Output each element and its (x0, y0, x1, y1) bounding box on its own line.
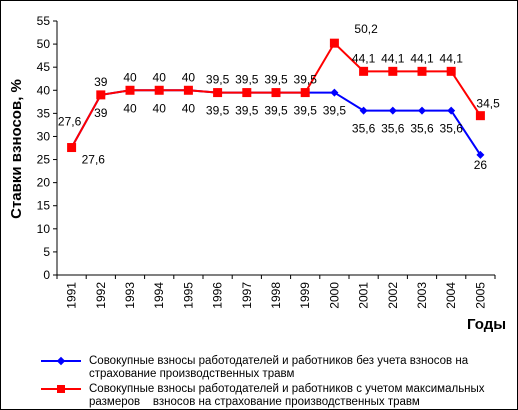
x-tick-label: 1998 (269, 282, 283, 309)
x-tick-label: 1999 (298, 282, 312, 309)
y-tick-label: 40 (37, 83, 51, 97)
data-label-series-1: 39,5 (264, 104, 288, 118)
data-point (300, 88, 310, 98)
data-label-series-2: 39,5 (264, 73, 288, 87)
y-tick-label: 5 (43, 245, 50, 259)
x-tick-label: 1991 (65, 282, 79, 309)
data-label-series-1: 27,6 (82, 153, 106, 167)
data-label-series-1: 35,6 (352, 122, 376, 136)
x-tick-label: 1995 (181, 282, 195, 309)
data-point (125, 85, 135, 95)
data-label-series-2: 39,5 (206, 73, 230, 87)
x-ticks: 1991 1992 1993 1994 1995 1996 1997 1998 1999 2000… (56, 275, 496, 309)
data-point (418, 106, 426, 115)
data-point (447, 106, 456, 115)
data-label-series-1: 35,6 (381, 122, 405, 136)
data-point (359, 106, 368, 115)
data-label-series-1: 35,6 (440, 122, 464, 136)
data-label-series-2: 27,6 (58, 115, 82, 129)
x-tick-label: 1992 (94, 282, 108, 309)
data-label-series-2: 50,2 (354, 22, 378, 36)
y-tick-label: 30 (37, 129, 51, 143)
data-point (388, 66, 398, 76)
x-tick-label: 2002 (386, 282, 400, 309)
data-labels: 27,6 39 40 40 40 39,5 39,5 39,5 39,5 50,2 44,1 44,1… (58, 22, 500, 172)
data-label-series-1: 40 (182, 101, 196, 115)
x-tick-label: 1993 (123, 282, 137, 309)
y-tick-label: 55 (37, 14, 51, 28)
legend-swatch-blue (41, 356, 81, 366)
x-tick-label: 2001 (357, 282, 371, 309)
y-tick-label: 10 (37, 222, 51, 236)
x-tick-label: 1997 (240, 282, 254, 309)
data-label-series-1: 40 (123, 101, 137, 115)
y-tick-label: 50 (37, 37, 51, 51)
y-ticks: 0 5 10 15 20 25 30 35 40 45 50 55 (37, 14, 57, 282)
data-point (213, 88, 223, 98)
y-tick-label: 25 (37, 153, 51, 167)
legend-swatch-red (41, 385, 81, 393)
y-tick-label: 45 (37, 60, 51, 74)
x-tick-label: 2003 (415, 282, 429, 309)
data-point (329, 38, 339, 48)
data-point (475, 111, 485, 121)
series-layer (67, 38, 485, 159)
legend-item-series-2: Совокупные взносы работодателей и работн… (41, 383, 511, 409)
data-label-series-2: 44,1 (410, 51, 434, 65)
data-label-series-2: 40 (182, 70, 196, 84)
y-axis-title: Ставки взносов, % (8, 79, 25, 219)
data-label-series-2: 39 (94, 75, 108, 89)
square-marker-icon (57, 385, 65, 393)
legend: Совокупные взносы работодателей и работн… (41, 355, 511, 409)
legend-label-series-1: Совокупные взносы работодателей и работн… (89, 355, 469, 380)
y-tick-label: 35 (37, 106, 51, 120)
data-label-series-2: 40 (123, 70, 137, 84)
data-label-series-2: 44,1 (352, 51, 376, 65)
data-point (67, 143, 77, 153)
data-label-series-2: 39,5 (294, 73, 318, 87)
data-label-series-2: 44,1 (440, 51, 464, 65)
data-point (446, 66, 456, 76)
data-point (359, 66, 369, 76)
data-point (154, 85, 164, 95)
data-label-series-2: 34,5 (476, 97, 500, 111)
data-label-series-1: 39,5 (294, 104, 318, 118)
y-tick-label: 15 (37, 199, 51, 213)
data-label-series-1: 39,5 (323, 104, 347, 118)
data-point (96, 90, 106, 100)
x-tick-label: 1996 (211, 282, 225, 309)
data-point (388, 106, 397, 115)
data-label-series-2: 40 (153, 70, 167, 84)
data-label-series-1: 39 (94, 106, 108, 120)
data-label-series-1: 40 (153, 101, 167, 115)
data-point (271, 88, 281, 98)
data-label-series-1: 35,6 (410, 122, 434, 136)
x-tick-label: 2004 (444, 282, 458, 309)
data-label-series-2: 44,1 (381, 51, 405, 65)
legend-label-series-2: Совокупные взносы работодателей и работн… (89, 383, 488, 408)
legend-item-series-1: Совокупные взносы работодателей и работн… (41, 355, 511, 381)
data-label-series-2: 39,5 (235, 73, 259, 87)
data-point (417, 66, 427, 76)
x-tick-label: 2000 (327, 282, 341, 309)
data-point (476, 150, 485, 159)
data-point (242, 88, 252, 98)
data-label-series-1: 39,5 (206, 104, 230, 118)
data-label-series-1: 26 (474, 158, 488, 172)
data-point (330, 88, 339, 97)
x-tick-label: 2005 (473, 282, 487, 309)
x-tick-label: 1994 (152, 282, 166, 309)
data-label-series-1: 39,5 (235, 104, 259, 118)
y-tick-label: 0 (43, 268, 50, 282)
y-tick-label: 20 (37, 176, 51, 190)
data-point (183, 85, 193, 95)
axes (56, 21, 495, 276)
diamond-marker-icon (56, 356, 66, 366)
x-axis-title: Годы (467, 316, 506, 333)
